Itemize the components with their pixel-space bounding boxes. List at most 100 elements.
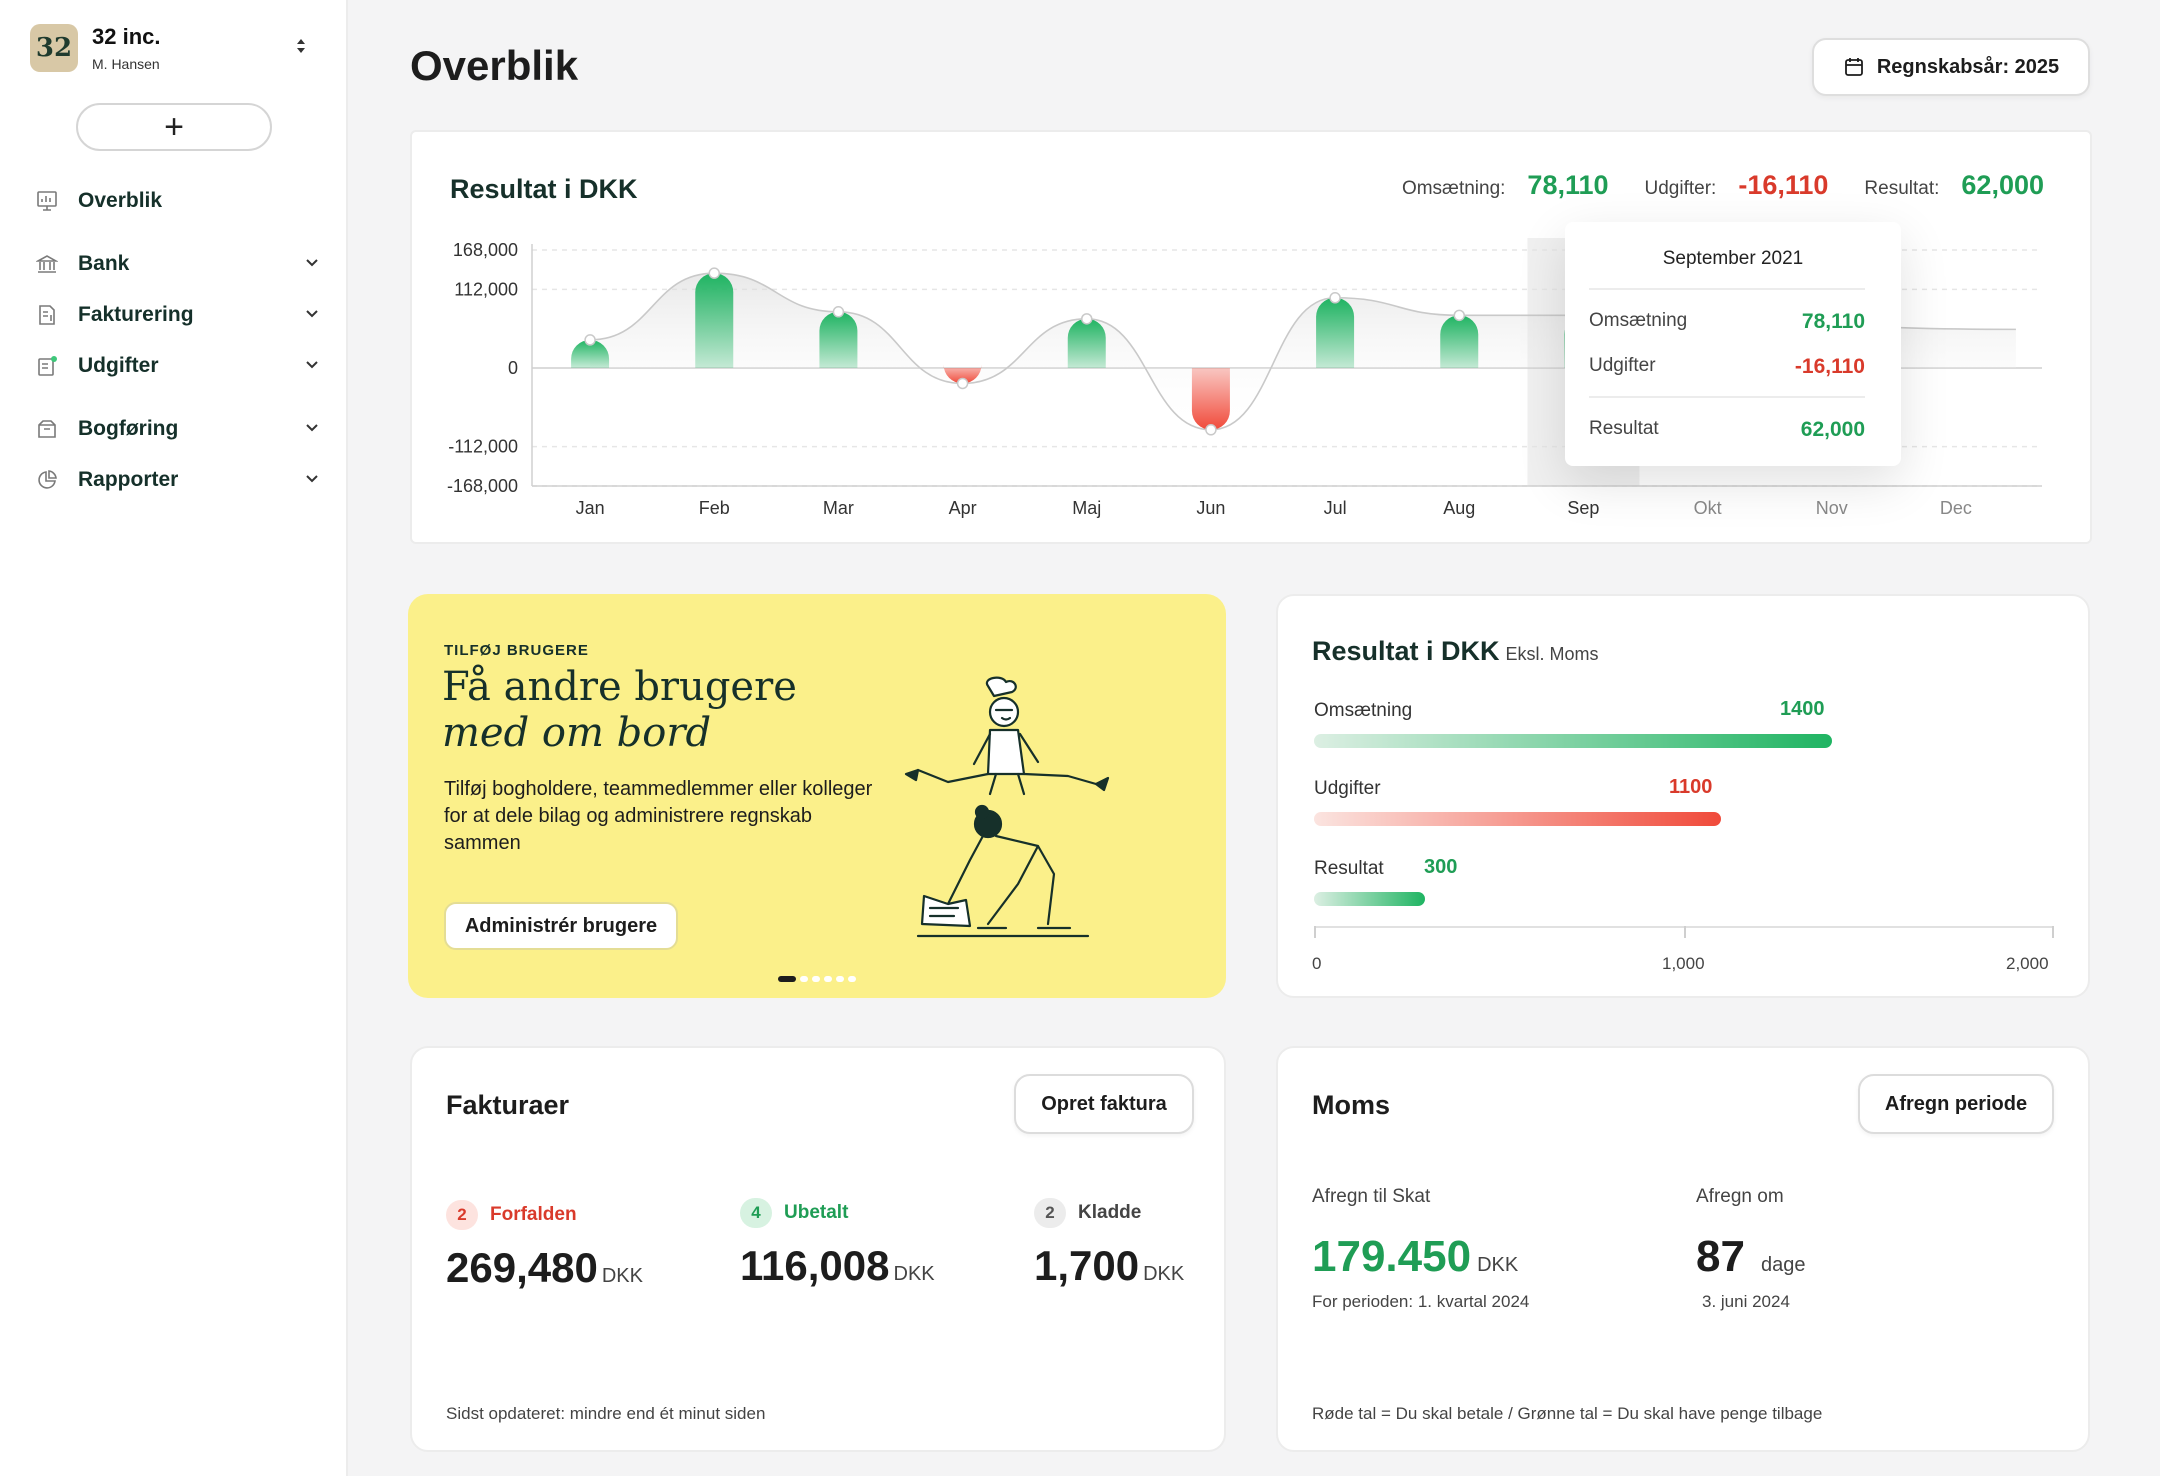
carousel-dot[interactable] bbox=[824, 976, 832, 982]
sidebar: 32 32 inc. M. Hansen + Overblik Bank Fak… bbox=[0, 0, 348, 1476]
tooltip-label: Omsætning bbox=[1589, 310, 1688, 331]
carousel-dot[interactable] bbox=[800, 976, 808, 982]
count-badge: 2 bbox=[1034, 1198, 1066, 1228]
bar-label: Resultat bbox=[1314, 858, 1384, 879]
sidebar-item-label: Overblik bbox=[78, 189, 163, 212]
x-tick-label: Maj bbox=[1072, 498, 1101, 518]
bar-jul bbox=[1316, 297, 1355, 368]
bar-feb bbox=[695, 273, 734, 368]
count-badge: 4 bbox=[740, 1198, 772, 1228]
point-maj bbox=[1081, 313, 1093, 325]
add-button[interactable]: + bbox=[76, 103, 272, 151]
dashboard-icon bbox=[34, 188, 60, 214]
org-switcher[interactable]: 32 32 inc. M. Hansen bbox=[30, 24, 160, 72]
fiscal-year-label: Regnskabsår: 2025 bbox=[1876, 55, 2060, 78]
x-tick-label: Aug bbox=[1443, 498, 1475, 518]
bar-aug bbox=[1440, 315, 1479, 368]
carousel-dot-active[interactable] bbox=[778, 976, 796, 982]
period-text: For perioden: 1. kvartal 2024 bbox=[1312, 1292, 1530, 1311]
tooltip-row-result: Resultat 62,000 bbox=[1589, 418, 1865, 442]
settle-label: Afregn til Skat bbox=[1312, 1186, 1431, 1207]
stat-label: Ubetalt bbox=[784, 1202, 849, 1223]
carousel-dot[interactable] bbox=[836, 976, 844, 982]
settle-period-button[interactable]: Afregn periode bbox=[1858, 1074, 2054, 1134]
stat-draft[interactable]: 2 Kladde 1,700 DKK bbox=[1034, 1198, 1184, 1290]
create-invoice-button[interactable]: Opret faktura bbox=[1014, 1074, 1194, 1134]
kpi-row: Omsætning: 78,110 Udgifter: -16,110 Resu… bbox=[1402, 170, 2044, 201]
tooltip-row-revenue: Omsætning 78,110 bbox=[1589, 310, 1865, 334]
sidebar-item-fakturering[interactable]: Fakturering bbox=[34, 297, 320, 333]
calendar-icon bbox=[1844, 58, 1863, 76]
page-title: Overblik bbox=[410, 42, 579, 89]
bar-resultat bbox=[1314, 892, 1425, 906]
tooltip-row-expenses: Udgifter -16,110 bbox=[1589, 355, 1865, 379]
promo-eyebrow: TILFØJ BRUGERE bbox=[444, 642, 589, 659]
sidebar-item-bank[interactable]: Bank bbox=[34, 246, 320, 282]
kpi-label-expenses: Udgifter: bbox=[1644, 178, 1717, 199]
fiscal-year-button[interactable]: Regnskabsår: 2025 bbox=[1812, 38, 2090, 96]
expense-icon bbox=[34, 353, 60, 379]
promo-banner: TILFØJ BRUGERE Få andre brugere med om b… bbox=[408, 594, 1226, 998]
sidebar-item-bogforing[interactable]: Bogføring bbox=[34, 411, 320, 447]
sort-arrows-icon[interactable] bbox=[296, 38, 306, 54]
carousel-dot[interactable] bbox=[848, 976, 856, 982]
promo-headline: Få andre brugere bbox=[442, 664, 797, 710]
point-apr bbox=[956, 377, 969, 390]
stat-overdue[interactable]: 2 Forfalden 269,480 DKK bbox=[446, 1200, 643, 1292]
kpi-label-revenue: Omsætning: bbox=[1401, 178, 1506, 199]
invoices-title: Fakturaer bbox=[446, 1090, 570, 1120]
y-tick-label: 0 bbox=[508, 358, 518, 378]
kpi-value-expenses: -16,110 bbox=[1738, 170, 1829, 200]
x-tick-label: Jun bbox=[1196, 498, 1225, 518]
carousel-dots[interactable] bbox=[778, 976, 860, 982]
settle-amount-unit: DKK bbox=[1477, 1254, 1519, 1276]
vat-footnote: Røde tal = Du skal betale / Grønne tal =… bbox=[1312, 1404, 1823, 1423]
chart-tooltip: September 2021 Omsætning 78,110 Udgifter… bbox=[1565, 222, 1901, 466]
book-icon bbox=[34, 416, 60, 442]
stat-label: Forfalden bbox=[490, 1204, 577, 1225]
x-tick-label: Apr bbox=[949, 498, 977, 518]
tooltip-title: September 2021 bbox=[1662, 248, 1804, 269]
x-tick-label: Feb bbox=[699, 498, 730, 518]
x-tick-label: Nov bbox=[1816, 498, 1848, 518]
invoices-card: Fakturaer Opret faktura 2 Forfalden 269,… bbox=[410, 1046, 1226, 1452]
kpi-label-result: Resultat: bbox=[1864, 178, 1940, 199]
bank-icon bbox=[34, 251, 60, 277]
sidebar-item-overblik[interactable]: Overblik bbox=[34, 183, 320, 219]
sidebar-item-rapporter[interactable]: Rapporter bbox=[34, 462, 320, 498]
stat-amount: 1,700 DKK bbox=[1034, 1242, 1184, 1290]
divider bbox=[1589, 396, 1865, 398]
point-mar bbox=[832, 306, 845, 318]
org-name: 32 inc. bbox=[92, 24, 161, 49]
amount-unit: DKK bbox=[601, 1265, 643, 1287]
due-label: Afregn om bbox=[1696, 1186, 1784, 1207]
bar-apr bbox=[943, 364, 982, 384]
bars-title-text: Resultat i DKK bbox=[1312, 636, 1500, 666]
vat-title: Moms bbox=[1312, 1090, 1391, 1120]
settle-amount: 179.450 DKK bbox=[1312, 1232, 1518, 1282]
x-tick-label: Sep bbox=[1567, 498, 1599, 518]
manage-users-button[interactable]: Administrér brugere bbox=[444, 902, 678, 950]
bar-label: Omsætning bbox=[1314, 700, 1413, 721]
stat-amount: 269,480 DKK bbox=[446, 1244, 643, 1292]
carousel-dot[interactable] bbox=[812, 976, 820, 982]
tooltip-value: 78,110 bbox=[1801, 310, 1865, 333]
y-tick-label: 112,000 bbox=[454, 279, 518, 299]
sidebar-item-label: Rapporter bbox=[78, 468, 179, 491]
bar-value: 300 bbox=[1424, 856, 1458, 878]
due-days: 87 dage bbox=[1696, 1232, 1805, 1282]
x-tick-label: Dec bbox=[1940, 498, 1972, 518]
y-tick-label: -112,000 bbox=[448, 437, 518, 457]
bar-jan bbox=[571, 339, 610, 368]
bars-title: Resultat i DKK Eksl. Moms bbox=[1312, 636, 1599, 667]
due-days-unit: dage bbox=[1760, 1254, 1806, 1276]
axis-label: 1,000 bbox=[1662, 954, 1705, 973]
stat-unpaid[interactable]: 4 Ubetalt 116,008 DKK bbox=[740, 1198, 935, 1290]
bar-value: 1100 bbox=[1669, 776, 1713, 798]
amount-unit: DKK bbox=[1143, 1263, 1185, 1285]
chevron-down-icon bbox=[304, 254, 320, 275]
sidebar-item-udgifter[interactable]: Udgifter bbox=[34, 348, 320, 384]
count-badge: 2 bbox=[446, 1200, 478, 1230]
bar-maj bbox=[1067, 318, 1106, 368]
pie-chart-icon bbox=[34, 467, 60, 493]
